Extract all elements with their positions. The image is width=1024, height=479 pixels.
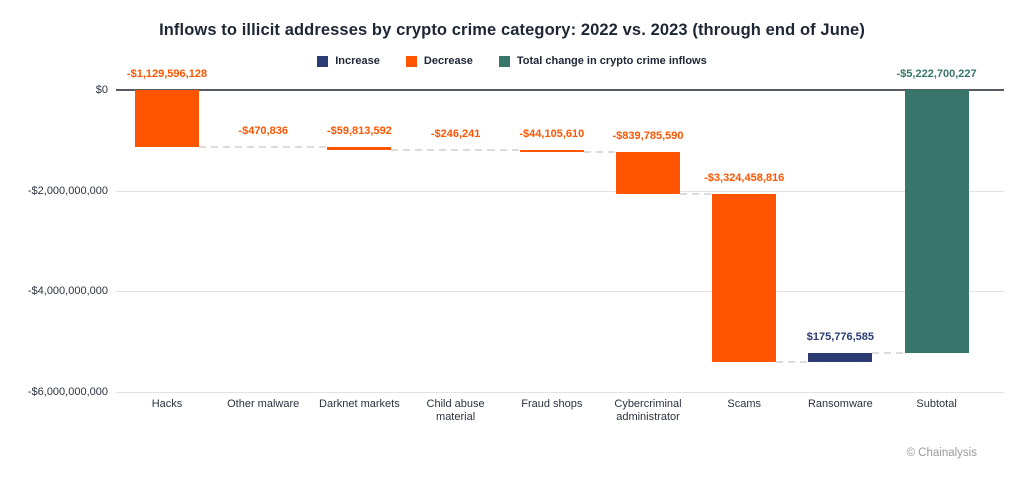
- value-label: -$470,836: [238, 124, 288, 137]
- x-axis-category-label: Child abuse material: [426, 398, 485, 423]
- waterfall-connector: [295, 145, 328, 148]
- bar-hacks: [135, 90, 199, 147]
- waterfall-connector: [776, 360, 809, 363]
- waterfall-connector: [872, 351, 905, 354]
- legend-item-decrease: Decrease: [405, 55, 473, 67]
- legend-item-increase: Increase: [317, 55, 380, 67]
- total-swatch-icon: [498, 55, 510, 67]
- x-axis-category-label: Ransomware: [807, 398, 873, 410]
- bar-scams: [712, 194, 777, 362]
- y-axis-tick-label: -$2,000,000,000: [27, 184, 108, 197]
- gridline: [116, 190, 1004, 192]
- gridline: [116, 291, 1004, 293]
- increase-swatch-icon: [317, 55, 329, 67]
- waterfall-connector: [391, 148, 488, 151]
- y-axis-tick-label: -$4,000,000,000: [27, 285, 108, 298]
- copyright-credit: © Chainalysis: [906, 447, 977, 459]
- chart-legend: Increase Decrease Total change in crypto…: [0, 55, 1024, 67]
- waterfall-connector: [199, 145, 296, 148]
- value-label: -$5,222,700,227: [896, 68, 977, 80]
- x-axis-category-label: Other malware: [227, 398, 300, 410]
- waterfall-connector: [680, 193, 713, 196]
- bar-subtotal: [904, 90, 969, 353]
- legend-item-total: Total change in crypto crime inflows: [498, 55, 707, 67]
- decrease-swatch-icon: [405, 55, 417, 67]
- y-axis-tick-label: -$6,000,000,000: [27, 385, 108, 398]
- x-axis-category-label: Fraud shops: [521, 398, 583, 410]
- bar-fraud-shops: [519, 149, 584, 153]
- legend-label: Decrease: [423, 55, 473, 67]
- value-label: -$1,129,596,128: [126, 68, 208, 80]
- value-label: -$44,105,610: [519, 127, 585, 140]
- x-axis-category-label: Cybercriminal administrator: [614, 398, 682, 423]
- x-axis-category-label: Subtotal: [916, 398, 957, 410]
- legend-label: Total change in crypto crime inflows: [516, 55, 707, 67]
- x-axis-category-label: Hacks: [151, 398, 183, 410]
- waterfall-connector: [487, 148, 520, 151]
- value-label: -$246,241: [430, 127, 481, 140]
- legend-label: Increase: [335, 55, 380, 67]
- chart-title: Inflows to illicit addresses by crypto c…: [159, 21, 865, 39]
- waterfall-connector: [583, 151, 616, 154]
- x-axis-category-label: Darknet markets: [319, 398, 400, 410]
- value-label: -$59,813,592: [326, 124, 392, 137]
- bar-darknet-markets: [327, 146, 392, 150]
- value-label: -$3,324,458,816: [704, 172, 785, 185]
- x-axis-category-label: Scams: [727, 398, 761, 410]
- y-axis-tick-label: $0: [95, 84, 108, 96]
- zero-axis-line: [116, 89, 1004, 91]
- value-label: -$839,785,590: [612, 130, 684, 143]
- value-label: $175,776,585: [806, 330, 875, 343]
- bar-cybercriminal-administrator: [616, 152, 680, 195]
- gridline: [116, 391, 1004, 393]
- bar-ransomware: [808, 352, 873, 362]
